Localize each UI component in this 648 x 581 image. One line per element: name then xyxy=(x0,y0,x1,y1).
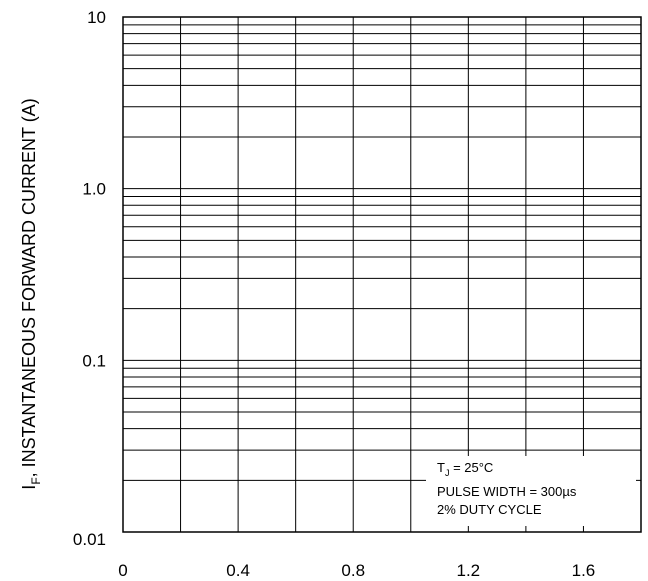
y-tick-label: 1.0 xyxy=(82,180,106,199)
y-axis-label-text: , INSTANTANEOUS FORWARD CURRENT (A) xyxy=(19,98,39,477)
y-tick-label: 10 xyxy=(87,8,106,27)
x-tick-label: 0 xyxy=(118,561,127,580)
annotation-pulse-width: PULSE WIDTH = 300µs xyxy=(437,484,577,499)
grid xyxy=(123,17,641,532)
annotation-temperature-subscript: J xyxy=(445,468,450,478)
x-tick-labels: 0 0.4 0.8 1.2 1.6 xyxy=(118,561,595,580)
y-axis-label: IF, INSTANTANEOUS FORWARD CURRENT (A) xyxy=(19,98,43,489)
y-tick-label: 0.1 xyxy=(82,351,106,370)
annotation-temperature: TJ = 25°C xyxy=(437,460,493,478)
annotation-duty-cycle: 2% DUTY CYCLE xyxy=(437,502,542,517)
annotation-background xyxy=(426,456,636,526)
y-axis-label-subscript: F xyxy=(29,477,43,484)
annotation-temperature-value: = 25°C xyxy=(449,460,493,475)
x-tick-label: 1.2 xyxy=(457,561,481,580)
annotation-box: TJ = 25°C PULSE WIDTH = 300µs 2% DUTY CY… xyxy=(437,460,577,517)
plot-frame xyxy=(122,16,642,533)
annotation-temperature-symbol: T xyxy=(437,460,445,475)
x-tick-label: 1.6 xyxy=(572,561,596,580)
y-axis-label-symbol: I xyxy=(19,485,39,490)
x-tick-label: 0.4 xyxy=(226,561,250,580)
y-tick-labels: 10 1.0 0.1 0.01 xyxy=(73,8,106,549)
x-tick-label: 0.8 xyxy=(341,561,365,580)
y-tick-label: 0.01 xyxy=(73,530,106,549)
